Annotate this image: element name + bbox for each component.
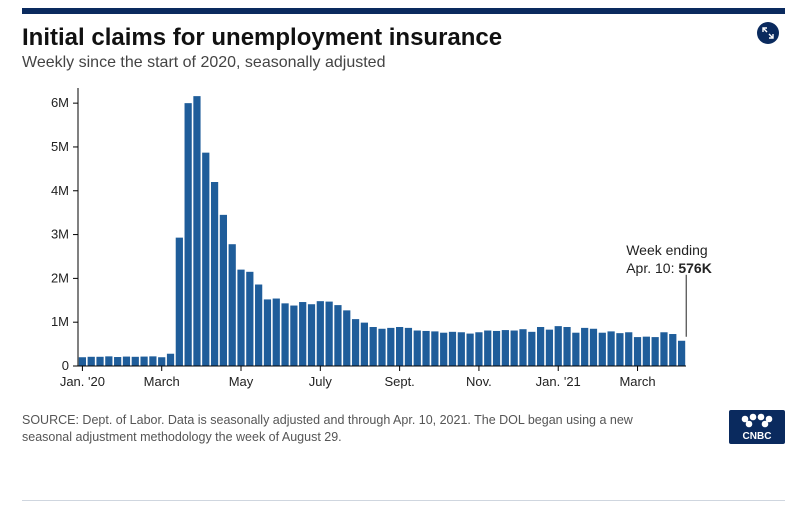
bar — [590, 329, 597, 366]
bar — [140, 357, 147, 366]
bar — [528, 332, 535, 366]
svg-text:1M: 1M — [51, 314, 69, 329]
bar — [317, 301, 324, 366]
bar — [572, 333, 579, 366]
bar — [634, 337, 641, 366]
chart-area: 0 1M 2M 3M 4M 5M 6M Jan. '20 March May July Sept. No… — [22, 78, 785, 408]
bar — [440, 333, 447, 366]
bar — [132, 357, 139, 366]
expand-button[interactable] — [757, 22, 779, 44]
bar — [176, 238, 183, 366]
bottom-rule — [22, 500, 785, 501]
bar — [334, 305, 341, 366]
svg-text:4M: 4M — [51, 183, 69, 198]
bar — [467, 334, 474, 366]
bar — [220, 215, 227, 366]
svg-text:3M: 3M — [51, 227, 69, 242]
bar — [511, 331, 518, 366]
bar — [519, 329, 526, 366]
bar — [343, 310, 350, 366]
svg-text:6M: 6M — [51, 95, 69, 110]
bar — [405, 328, 412, 366]
bar — [361, 323, 368, 366]
bar — [652, 337, 659, 366]
bar — [555, 326, 562, 366]
bar — [352, 319, 359, 366]
bar — [643, 337, 650, 366]
bar — [546, 330, 553, 366]
bar — [475, 332, 482, 366]
bar — [502, 330, 509, 366]
bar — [167, 354, 174, 366]
bar — [387, 328, 394, 366]
bar — [299, 302, 306, 366]
bar — [273, 299, 280, 366]
bar — [185, 103, 192, 366]
bar — [616, 333, 623, 366]
bar — [114, 357, 121, 366]
svg-text:5M: 5M — [51, 139, 69, 154]
bar — [414, 331, 421, 366]
bar — [105, 356, 112, 366]
bar — [678, 341, 685, 366]
svg-text:Sept.: Sept. — [384, 374, 414, 389]
bar — [581, 328, 588, 366]
svg-text:Jan. '20: Jan. '20 — [60, 374, 105, 389]
bar — [537, 327, 544, 366]
bar — [193, 96, 200, 366]
svg-text:July: July — [309, 374, 333, 389]
bar — [449, 332, 456, 366]
bar — [229, 244, 236, 366]
top-rule — [22, 8, 785, 14]
bar — [660, 332, 667, 366]
bar — [79, 357, 86, 366]
bar-chart: 0 1M 2M 3M 4M 5M 6M Jan. '20 March May July Sept. No… — [22, 78, 782, 408]
bar — [458, 332, 465, 366]
expand-icon — [762, 27, 774, 39]
bar — [237, 270, 244, 366]
bar — [255, 285, 262, 366]
bar — [422, 331, 429, 366]
bar — [493, 331, 500, 366]
bar — [396, 327, 403, 366]
svg-text:Jan. '21: Jan. '21 — [536, 374, 581, 389]
bar — [326, 302, 333, 366]
bar — [308, 304, 315, 366]
bar — [211, 182, 218, 366]
callout: Week ending Apr. 10: 576K — [626, 242, 712, 276]
svg-text:Nov.: Nov. — [466, 374, 492, 389]
bar — [599, 333, 606, 366]
source-note: SOURCE: Dept. of Labor. Data is seasonal… — [22, 412, 642, 446]
bar — [563, 327, 570, 366]
bar — [246, 272, 253, 366]
bar — [281, 303, 288, 366]
bar — [484, 331, 491, 366]
svg-text:March: March — [619, 374, 655, 389]
bar — [431, 331, 438, 366]
bar — [669, 334, 676, 366]
bar — [88, 357, 95, 366]
bar — [290, 306, 297, 366]
svg-text:Apr. 10: 576K: Apr. 10: 576K — [626, 260, 712, 276]
bar — [202, 153, 209, 366]
svg-text:2M: 2M — [51, 270, 69, 285]
bar — [149, 356, 156, 366]
bar — [264, 299, 271, 366]
svg-text:0: 0 — [62, 358, 69, 373]
bar — [123, 357, 130, 366]
svg-text:May: May — [229, 374, 254, 389]
bar — [378, 329, 385, 366]
bar — [96, 357, 103, 366]
bar — [158, 357, 165, 366]
svg-text:Week ending: Week ending — [626, 242, 707, 258]
svg-text:CNBC: CNBC — [743, 431, 772, 442]
bar — [370, 327, 377, 366]
bar — [607, 331, 614, 366]
svg-text:March: March — [144, 374, 180, 389]
chart-subtitle: Weekly since the start of 2020, seasonal… — [22, 54, 785, 72]
chart-title: Initial claims for unemployment insuranc… — [22, 24, 785, 52]
cnbc-logo: CNBC — [729, 410, 785, 449]
bar — [625, 332, 632, 366]
chart-card: Initial claims for unemployment insuranc… — [0, 0, 807, 507]
